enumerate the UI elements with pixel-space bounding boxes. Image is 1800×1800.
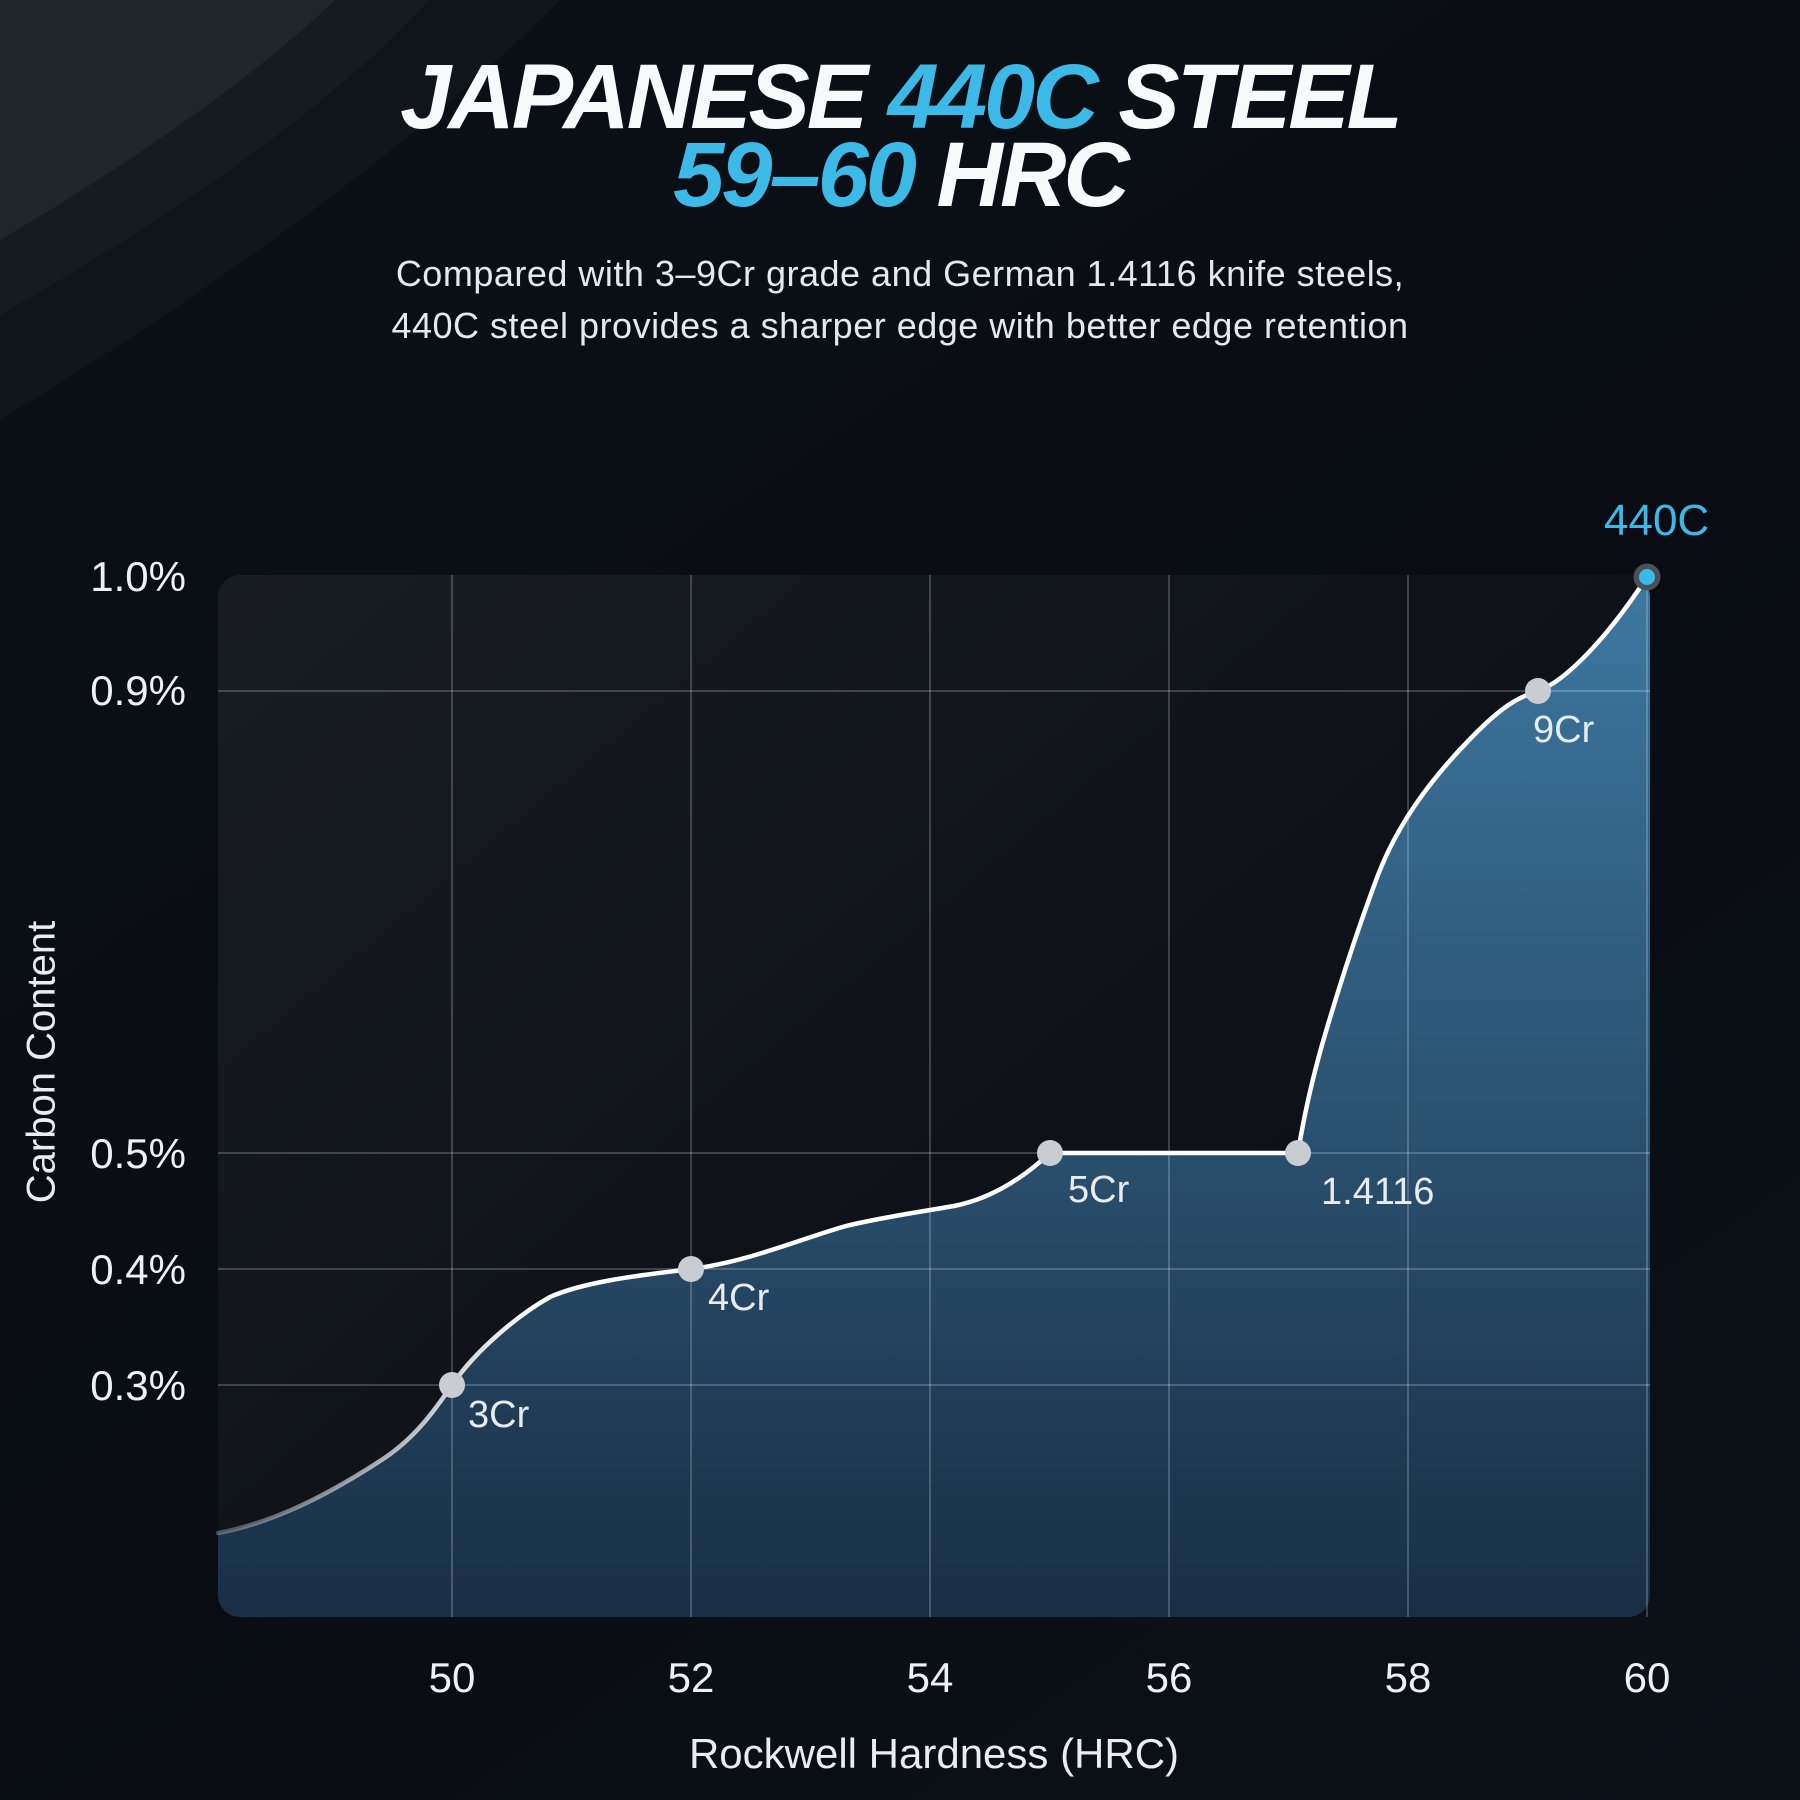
title-accent-hardness: 59–60 xyxy=(673,124,917,226)
y-axis-title: Carbon Content xyxy=(19,920,64,1204)
corner-texture xyxy=(0,0,560,420)
title-text-hrc: HRC xyxy=(913,124,1130,226)
data-point-4cr xyxy=(678,1256,704,1282)
label-4cr: 4Cr xyxy=(708,1277,770,1319)
label-1-4116: 1.4116 xyxy=(1321,1171,1435,1213)
data-point-9cr xyxy=(1525,678,1551,704)
page-title: JAPANESE 440C STEEL 59–60 HRC xyxy=(0,51,1800,221)
ytick-0-9: 0.9% xyxy=(90,667,186,714)
subtitle: Compared with 3–9Cr grade and German 1.4… xyxy=(0,248,1800,352)
xtick-60: 60 xyxy=(1623,1654,1671,1701)
data-point-440c xyxy=(1633,563,1661,591)
ytick-0-5: 0.5% xyxy=(90,1130,186,1177)
x-axis-title: Rockwell Hardness (HRC) xyxy=(688,1730,1180,1777)
gridlines xyxy=(218,575,1650,1617)
header: JAPANESE 440C STEEL 59–60 HRC Compared wi… xyxy=(0,0,1800,352)
data-point-1-4116 xyxy=(1285,1140,1311,1166)
title-accent-440c: 440C xyxy=(887,46,1099,148)
label-9cr: 9Cr xyxy=(1533,709,1595,751)
title-text-japanese: JAPANESE xyxy=(400,46,888,148)
data-point-3cr xyxy=(439,1372,465,1398)
title-text-steel: STEEL xyxy=(1095,46,1403,148)
area-chart xyxy=(215,563,1661,1617)
label-440c: 440C xyxy=(1604,496,1710,545)
xtick-50: 50 xyxy=(428,1654,476,1701)
area-fill xyxy=(218,575,1650,1617)
ytick-0-4: 0.4% xyxy=(90,1246,186,1293)
data-point-5cr xyxy=(1037,1140,1063,1166)
ytick-0-3: 0.3% xyxy=(90,1362,186,1409)
label-3cr: 3Cr xyxy=(468,1394,530,1436)
xtick-52: 52 xyxy=(667,1654,715,1701)
ytick-1-0: 1.0% xyxy=(90,553,186,600)
xtick-56: 56 xyxy=(1145,1654,1193,1701)
xtick-58: 58 xyxy=(1384,1654,1432,1701)
xtick-54: 54 xyxy=(906,1654,954,1701)
subtitle-line2: 440C steel provides a sharper edge with … xyxy=(391,305,1409,346)
subtitle-line1: Compared with 3–9Cr grade and German 1.4… xyxy=(395,253,1405,294)
label-5cr: 5Cr xyxy=(1068,1169,1130,1211)
